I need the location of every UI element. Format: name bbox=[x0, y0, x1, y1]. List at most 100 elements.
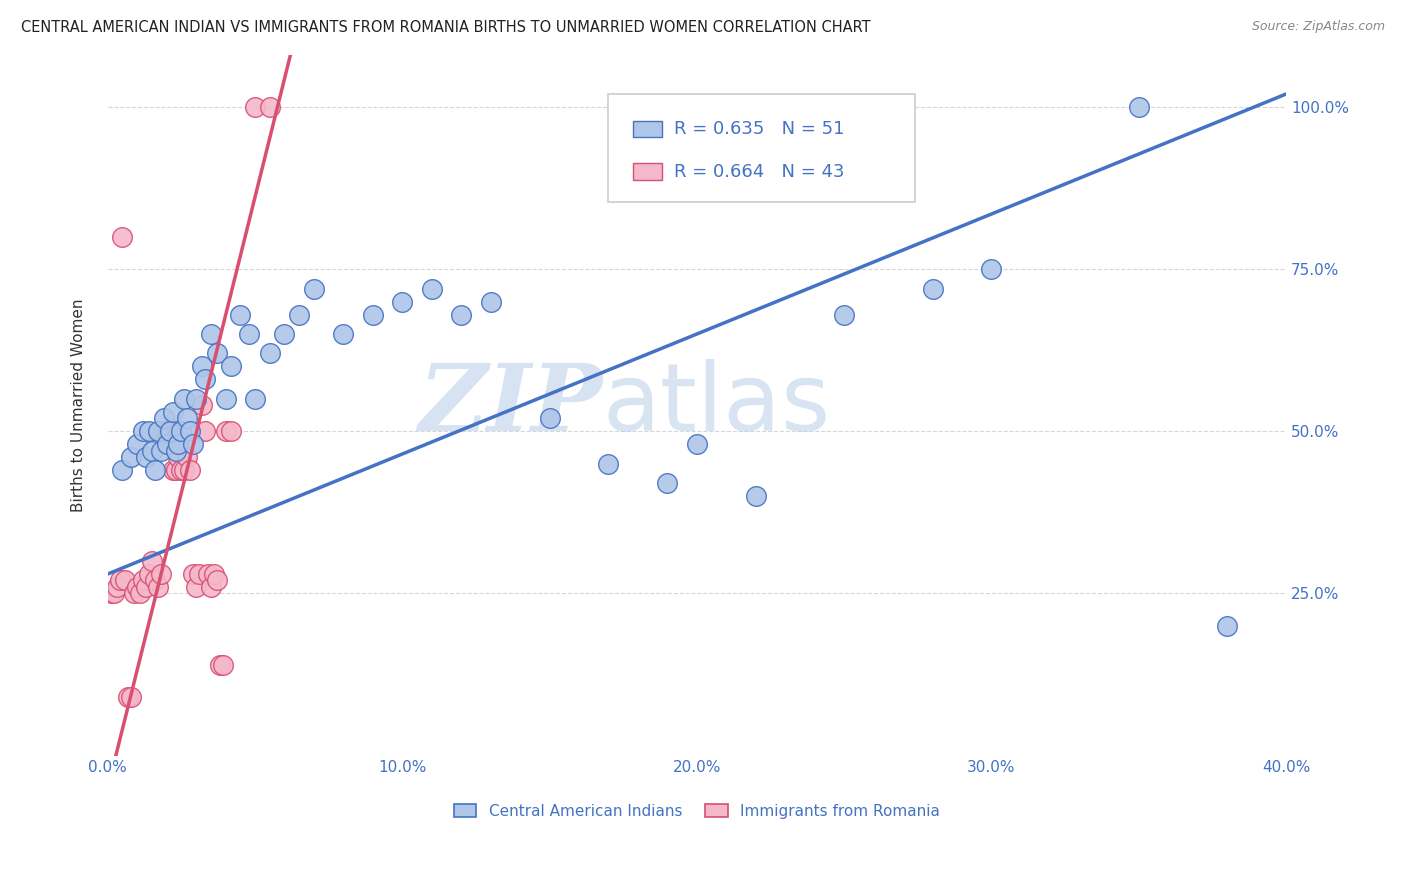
Point bbox=[114, 574, 136, 588]
Point bbox=[117, 690, 139, 705]
Point bbox=[143, 463, 166, 477]
Point bbox=[479, 294, 502, 309]
Point bbox=[259, 100, 281, 114]
Point bbox=[135, 450, 157, 465]
Point bbox=[170, 425, 193, 439]
Point bbox=[167, 437, 190, 451]
Point bbox=[129, 586, 152, 600]
Point bbox=[135, 580, 157, 594]
Legend: Central American Indians, Immigrants from Romania: Central American Indians, Immigrants fro… bbox=[447, 797, 946, 825]
Point bbox=[686, 437, 709, 451]
Point bbox=[361, 308, 384, 322]
Point bbox=[162, 463, 184, 477]
Point bbox=[188, 566, 211, 581]
FancyBboxPatch shape bbox=[633, 163, 661, 180]
Point bbox=[156, 437, 179, 451]
Text: atlas: atlas bbox=[603, 359, 831, 451]
Point bbox=[1128, 100, 1150, 114]
Point bbox=[191, 359, 214, 374]
Point bbox=[176, 411, 198, 425]
Point bbox=[181, 566, 204, 581]
Text: CENTRAL AMERICAN INDIAN VS IMMIGRANTS FROM ROMANIA BIRTHS TO UNMARRIED WOMEN COR: CENTRAL AMERICAN INDIAN VS IMMIGRANTS FR… bbox=[21, 20, 870, 35]
Point bbox=[100, 586, 122, 600]
Point bbox=[111, 229, 134, 244]
Point bbox=[921, 282, 943, 296]
Point bbox=[120, 690, 142, 705]
Point bbox=[1216, 619, 1239, 633]
Point bbox=[243, 392, 266, 406]
Point bbox=[141, 443, 163, 458]
Point bbox=[141, 554, 163, 568]
Point bbox=[132, 574, 155, 588]
Point bbox=[132, 425, 155, 439]
Point bbox=[138, 566, 160, 581]
Point bbox=[211, 657, 233, 672]
Point bbox=[152, 411, 174, 425]
Point bbox=[302, 282, 325, 296]
Point bbox=[156, 425, 179, 439]
Point bbox=[598, 457, 620, 471]
Point bbox=[832, 308, 855, 322]
Point bbox=[184, 580, 207, 594]
Point bbox=[200, 580, 222, 594]
Point bbox=[170, 463, 193, 477]
Point bbox=[205, 346, 228, 360]
Point bbox=[167, 450, 190, 465]
Point bbox=[179, 425, 201, 439]
Point bbox=[111, 463, 134, 477]
Point bbox=[184, 392, 207, 406]
Point bbox=[149, 443, 172, 458]
Point bbox=[259, 346, 281, 360]
Point bbox=[980, 262, 1002, 277]
FancyBboxPatch shape bbox=[633, 120, 661, 137]
Point bbox=[162, 405, 184, 419]
Point bbox=[127, 437, 149, 451]
Point bbox=[420, 282, 443, 296]
FancyBboxPatch shape bbox=[609, 94, 915, 202]
Point bbox=[194, 372, 217, 386]
Point bbox=[127, 580, 149, 594]
Point bbox=[200, 326, 222, 341]
Point bbox=[124, 586, 146, 600]
Point bbox=[152, 425, 174, 439]
Text: ZIP: ZIP bbox=[419, 360, 603, 450]
Point bbox=[146, 580, 169, 594]
Point bbox=[176, 450, 198, 465]
Point bbox=[159, 425, 181, 439]
Point bbox=[179, 463, 201, 477]
Point bbox=[105, 580, 128, 594]
Point bbox=[197, 566, 219, 581]
Point bbox=[273, 326, 295, 341]
Point bbox=[214, 425, 236, 439]
Point bbox=[391, 294, 413, 309]
Point bbox=[146, 425, 169, 439]
Text: Source: ZipAtlas.com: Source: ZipAtlas.com bbox=[1251, 20, 1385, 33]
Point bbox=[120, 450, 142, 465]
Point bbox=[450, 308, 472, 322]
Point bbox=[229, 308, 252, 322]
Point bbox=[159, 437, 181, 451]
Point bbox=[208, 657, 231, 672]
Point bbox=[214, 392, 236, 406]
Point bbox=[181, 437, 204, 451]
Point bbox=[108, 574, 131, 588]
Point bbox=[194, 425, 217, 439]
Point bbox=[243, 100, 266, 114]
Point bbox=[165, 443, 187, 458]
Point bbox=[657, 476, 679, 491]
Point bbox=[143, 574, 166, 588]
Point bbox=[173, 392, 195, 406]
Point bbox=[221, 425, 243, 439]
Point bbox=[332, 326, 354, 341]
Text: R = 0.635   N = 51: R = 0.635 N = 51 bbox=[675, 120, 845, 138]
Point bbox=[149, 566, 172, 581]
Point bbox=[202, 566, 225, 581]
Point bbox=[165, 463, 187, 477]
Point bbox=[191, 398, 214, 412]
Point bbox=[745, 489, 768, 503]
Point bbox=[221, 359, 243, 374]
Point bbox=[205, 574, 228, 588]
Point bbox=[103, 586, 125, 600]
Text: R = 0.664   N = 43: R = 0.664 N = 43 bbox=[675, 162, 845, 180]
Point bbox=[173, 463, 195, 477]
